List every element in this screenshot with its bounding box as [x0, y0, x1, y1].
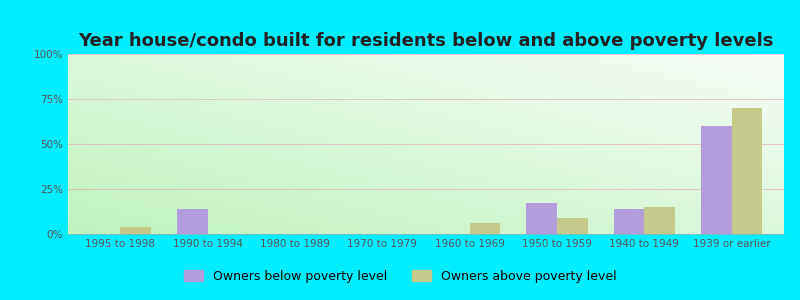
Bar — [732, 108, 762, 234]
Bar — [701, 126, 732, 234]
Bar — [526, 203, 557, 234]
Bar — [644, 207, 675, 234]
Bar — [120, 227, 151, 234]
Bar — [177, 209, 208, 234]
Bar — [557, 218, 587, 234]
Bar — [614, 209, 644, 234]
Legend: Owners below poverty level, Owners above poverty level: Owners below poverty level, Owners above… — [179, 265, 621, 288]
Title: Year house/condo built for residents below and above poverty levels: Year house/condo built for residents bel… — [78, 32, 774, 50]
Bar — [470, 223, 500, 234]
